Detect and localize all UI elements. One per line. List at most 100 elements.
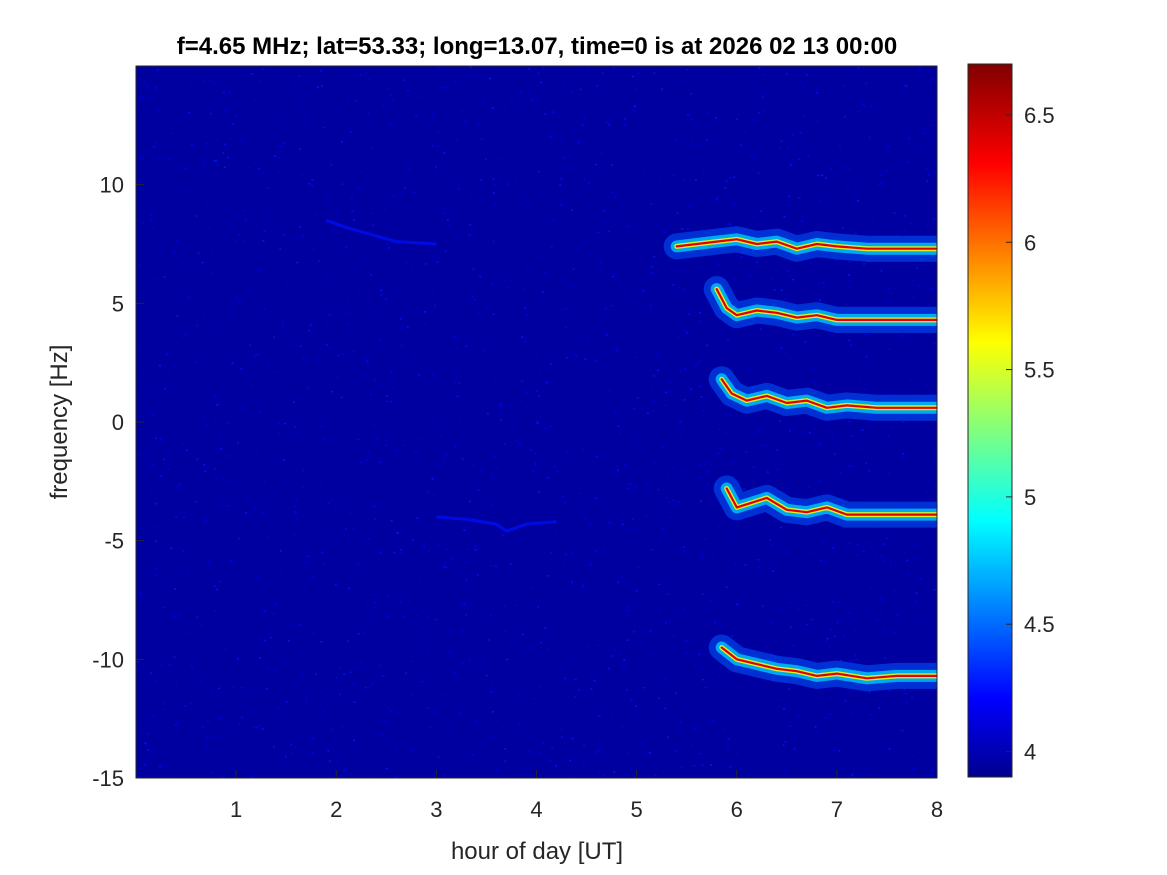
noise-speck [508,404,511,407]
noise-speck [334,144,337,146]
noise-speck [678,78,681,80]
noise-speck [273,235,276,238]
noise-speck [698,653,701,656]
noise-speck [450,207,453,209]
noise-speck [850,344,853,346]
noise-speck [612,447,615,449]
noise-speck [633,105,636,107]
noise-speck [238,233,241,236]
noise-speck [783,708,786,710]
noise-speck [318,118,321,121]
noise-speck [262,423,265,425]
noise-speck [195,501,198,503]
noise-speck [459,228,462,230]
noise-speck [902,136,905,138]
noise-speck [513,658,516,661]
noise-speck [861,103,864,106]
noise-speck [481,669,484,671]
noise-speck [182,336,185,338]
noise-speck [328,313,331,316]
noise-speck [155,142,158,144]
noise-speck [153,526,156,529]
noise-speck [212,110,215,113]
noise-speck [792,644,795,647]
noise-speck [386,243,389,246]
noise-speck [673,642,676,644]
noise-speck [538,395,541,397]
noise-speck [218,503,221,506]
noise-speck [279,121,282,123]
noise-speck [298,472,301,474]
noise-speck [148,150,151,153]
noise-speck [281,320,283,322]
noise-speck [395,449,398,452]
noise-speck [657,369,660,371]
noise-speck [925,384,927,387]
noise-speck [212,315,215,318]
noise-speck [596,167,599,170]
noise-speck [548,415,551,417]
noise-speck [588,68,591,70]
noise-speck [297,680,300,682]
noise-speck [637,230,640,232]
noise-speck [302,486,304,489]
noise-speck [248,167,251,169]
noise-speck [654,774,657,777]
noise-speck [669,381,672,383]
noise-speck [714,621,716,623]
noise-speck [283,679,286,681]
noise-speck [817,372,820,375]
noise-speck [151,463,154,466]
noise-speck [185,333,187,335]
noise-speck [534,452,537,454]
noise-speck [404,161,407,164]
noise-speck [616,114,618,116]
noise-speck [463,162,466,164]
noise-speck [330,498,333,501]
noise-speck [292,733,295,736]
noise-speck [702,678,705,681]
noise-speck [611,522,614,525]
noise-speck [455,371,458,373]
noise-speck [310,264,313,267]
noise-speck [302,469,305,472]
noise-speck [501,726,504,728]
noise-speck [418,374,420,376]
noise-speck [421,569,424,571]
noise-speck [579,413,582,415]
noise-speck [255,520,258,522]
noise-speck [550,246,553,248]
noise-speck [706,344,709,347]
noise-speck [437,544,440,546]
noise-speck [287,640,290,642]
noise-speck [799,96,802,98]
noise-speck [757,559,760,561]
noise-speck [697,681,700,683]
noise-speck [545,564,548,567]
noise-speck [856,482,858,484]
noise-speck [309,324,312,326]
noise-speck [400,552,403,554]
noise-speck [708,523,711,525]
noise-speck [524,340,527,343]
noise-speck [405,262,408,264]
noise-speck [262,592,265,594]
noise-speck [425,361,428,363]
noise-speck [312,141,315,144]
noise-speck [223,195,226,198]
noise-speck [699,312,701,314]
noise-speck [788,356,791,359]
noise-speck [848,274,850,276]
noise-speck [518,693,521,696]
noise-speck [632,75,635,78]
noise-speck [510,641,513,643]
noise-speck [306,750,309,753]
noise-speck [196,297,199,299]
noise-speck [265,687,268,690]
noise-speck [783,646,786,648]
noise-speck [926,225,929,227]
noise-speck [493,192,495,194]
noise-speck [259,516,261,518]
noise-speck [905,85,908,87]
noise-speck [212,82,215,84]
